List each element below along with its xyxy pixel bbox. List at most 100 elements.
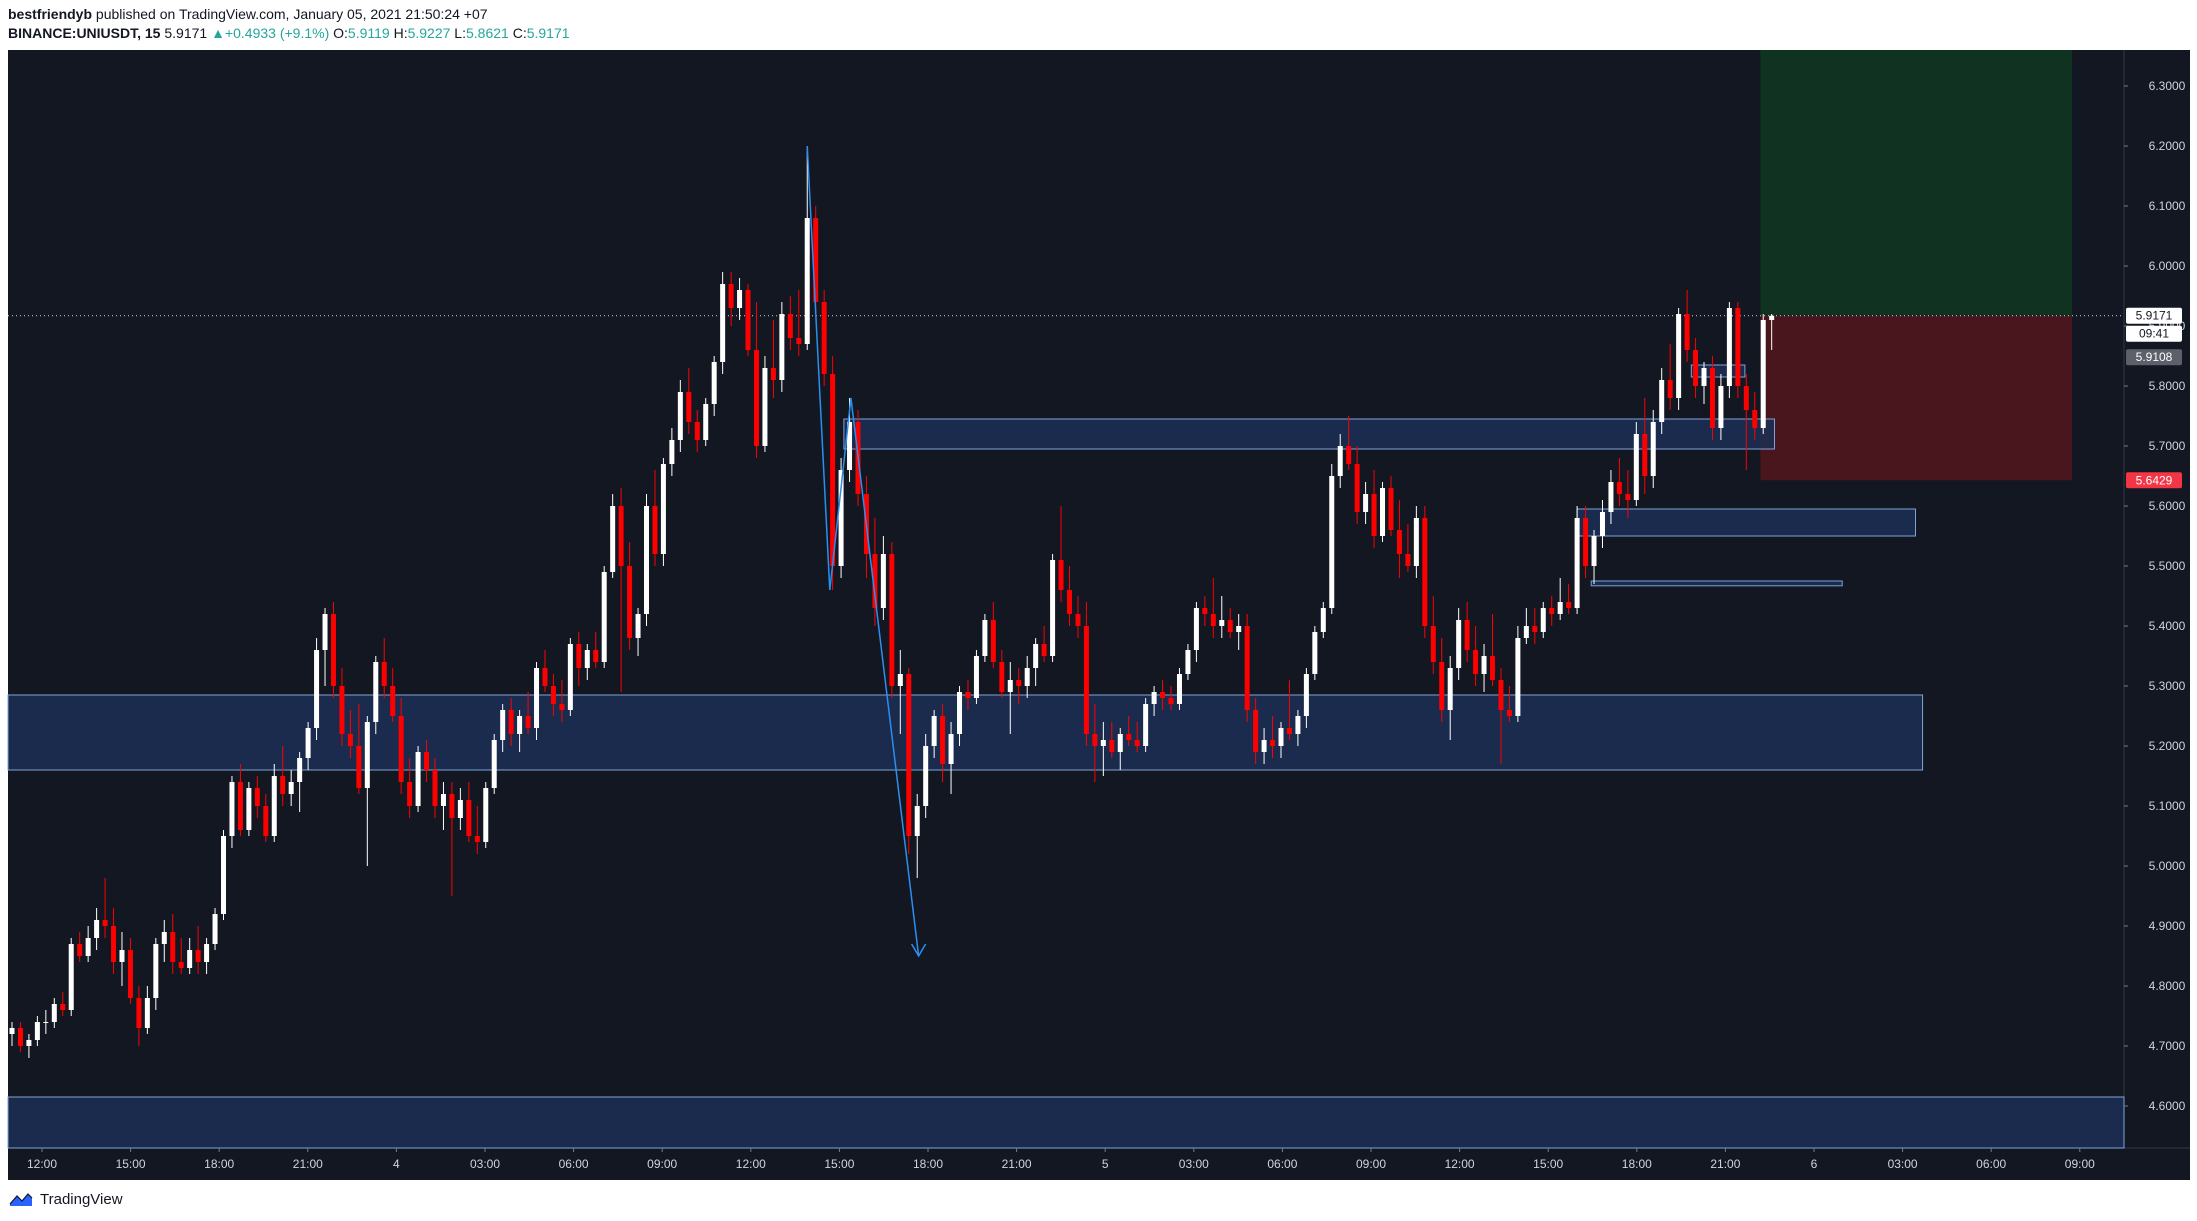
candle-body (483, 788, 489, 842)
candle-body (550, 686, 556, 704)
candle-body (779, 314, 785, 380)
candle-body (1549, 608, 1555, 614)
support-zone-thin (1590, 580, 1843, 587)
candle-body (1185, 650, 1191, 674)
candle-body (1447, 668, 1453, 710)
x-tick-label: 03:00 (1888, 1157, 1918, 1171)
low-label: L: (454, 25, 466, 41)
tradingview-logo-icon (9, 1193, 33, 1206)
y-tick-label: 6.1000 (2149, 199, 2186, 213)
x-tick-label: 18:00 (1622, 1157, 1652, 1171)
x-tick-label: 03:00 (1179, 1157, 1209, 1171)
x-tick-label: 15:00 (1533, 1157, 1563, 1171)
candle-body (1396, 530, 1402, 554)
candle-body (872, 554, 878, 608)
candle-body (68, 944, 74, 1010)
candle-body (432, 770, 438, 806)
candle-body (1490, 656, 1495, 680)
candle-body (635, 614, 641, 638)
candle-body (1422, 518, 1428, 626)
candle-body (161, 932, 167, 944)
y-tick-label: 5.7000 (2149, 439, 2186, 453)
candle-body (1532, 626, 1538, 632)
candle-body (229, 782, 235, 836)
candle-body (1726, 308, 1732, 386)
candle-body (525, 716, 531, 728)
y-tick-label: 5.0000 (2149, 859, 2186, 873)
candle-body (288, 782, 294, 794)
candle-body (1642, 434, 1648, 476)
candle-body (1456, 620, 1462, 668)
candle-body (1473, 650, 1479, 674)
candle-body (381, 662, 387, 686)
candle-body (1354, 464, 1360, 512)
candle-body (1583, 518, 1589, 566)
candle-body (449, 794, 455, 818)
x-tick-label: 21:00 (293, 1157, 323, 1171)
demand-zone-main (7, 694, 1924, 771)
candle-body (694, 422, 700, 440)
candle-body (517, 716, 523, 734)
candle-body (237, 782, 243, 830)
candle-body (610, 506, 616, 572)
x-tick-label: 5 (1102, 1157, 1109, 1171)
candle-body (762, 368, 768, 446)
candle-body (1693, 350, 1699, 386)
candle-body (1523, 626, 1529, 638)
candle-body (1329, 476, 1335, 608)
candle-body (1709, 368, 1715, 428)
candle-body (1591, 536, 1597, 566)
author-name[interactable]: bestfriendyb (8, 6, 93, 22)
candle-body (390, 686, 396, 716)
candle-body (644, 506, 649, 614)
time-axis (8, 1148, 2190, 1180)
stop-zone (1760, 315, 2073, 481)
candle-body (821, 302, 827, 374)
symbol-name[interactable]: BINANCE:UNIUSDT, 15 (8, 25, 161, 41)
candle-body (1650, 422, 1656, 476)
candle-body (711, 362, 717, 404)
last-price-value: 5.9171 (164, 25, 208, 41)
x-tick-label: 6 (1811, 1157, 1818, 1171)
open-value: 5.9119 (347, 25, 390, 41)
high-value: 5.9227 (407, 25, 451, 41)
candle-body (999, 662, 1005, 692)
candle-body (618, 506, 624, 566)
candle-body (737, 290, 743, 308)
candle-body (584, 650, 590, 668)
open-label: O: (333, 25, 348, 41)
x-tick-label: 06:00 (559, 1157, 589, 1171)
candle-body (43, 1022, 49, 1023)
candle-body (1007, 680, 1013, 692)
candle-body (745, 290, 751, 350)
candle-body (407, 782, 413, 806)
x-tick-label: 21:00 (1710, 1157, 1740, 1171)
candle-body (1515, 638, 1521, 716)
candle-body (339, 686, 345, 734)
candle-body (1312, 632, 1318, 674)
candle-body (136, 998, 142, 1028)
candle-body (347, 734, 353, 746)
last-price-label-bg (2126, 307, 2182, 324)
candle-body (187, 950, 193, 968)
candle-body (322, 614, 328, 650)
published-text: published on TradingView.com, January 05… (95, 6, 488, 22)
stop-loss-label: 5.6429 (2136, 473, 2173, 487)
y-tick-label: 4.7000 (2149, 1039, 2186, 1053)
demand-zone-bottom (7, 1096, 2125, 1149)
support-zone-upper (1576, 508, 1916, 537)
brand-name[interactable]: TradingView (40, 1190, 123, 1208)
candle-body (144, 998, 150, 1028)
candle-body (1557, 602, 1563, 614)
candle-body (982, 620, 988, 656)
change-value: +0.4933 (+9.1%) (224, 25, 330, 41)
candle-body (440, 794, 446, 806)
candle-body (364, 722, 370, 788)
y-tick-label: 5.1000 (2149, 799, 2186, 813)
candle-body (1244, 626, 1250, 710)
y-tick-label: 5.2000 (2149, 739, 2186, 753)
candle-body (1540, 608, 1546, 632)
candle-body (1126, 734, 1132, 740)
candle-body (660, 464, 666, 554)
